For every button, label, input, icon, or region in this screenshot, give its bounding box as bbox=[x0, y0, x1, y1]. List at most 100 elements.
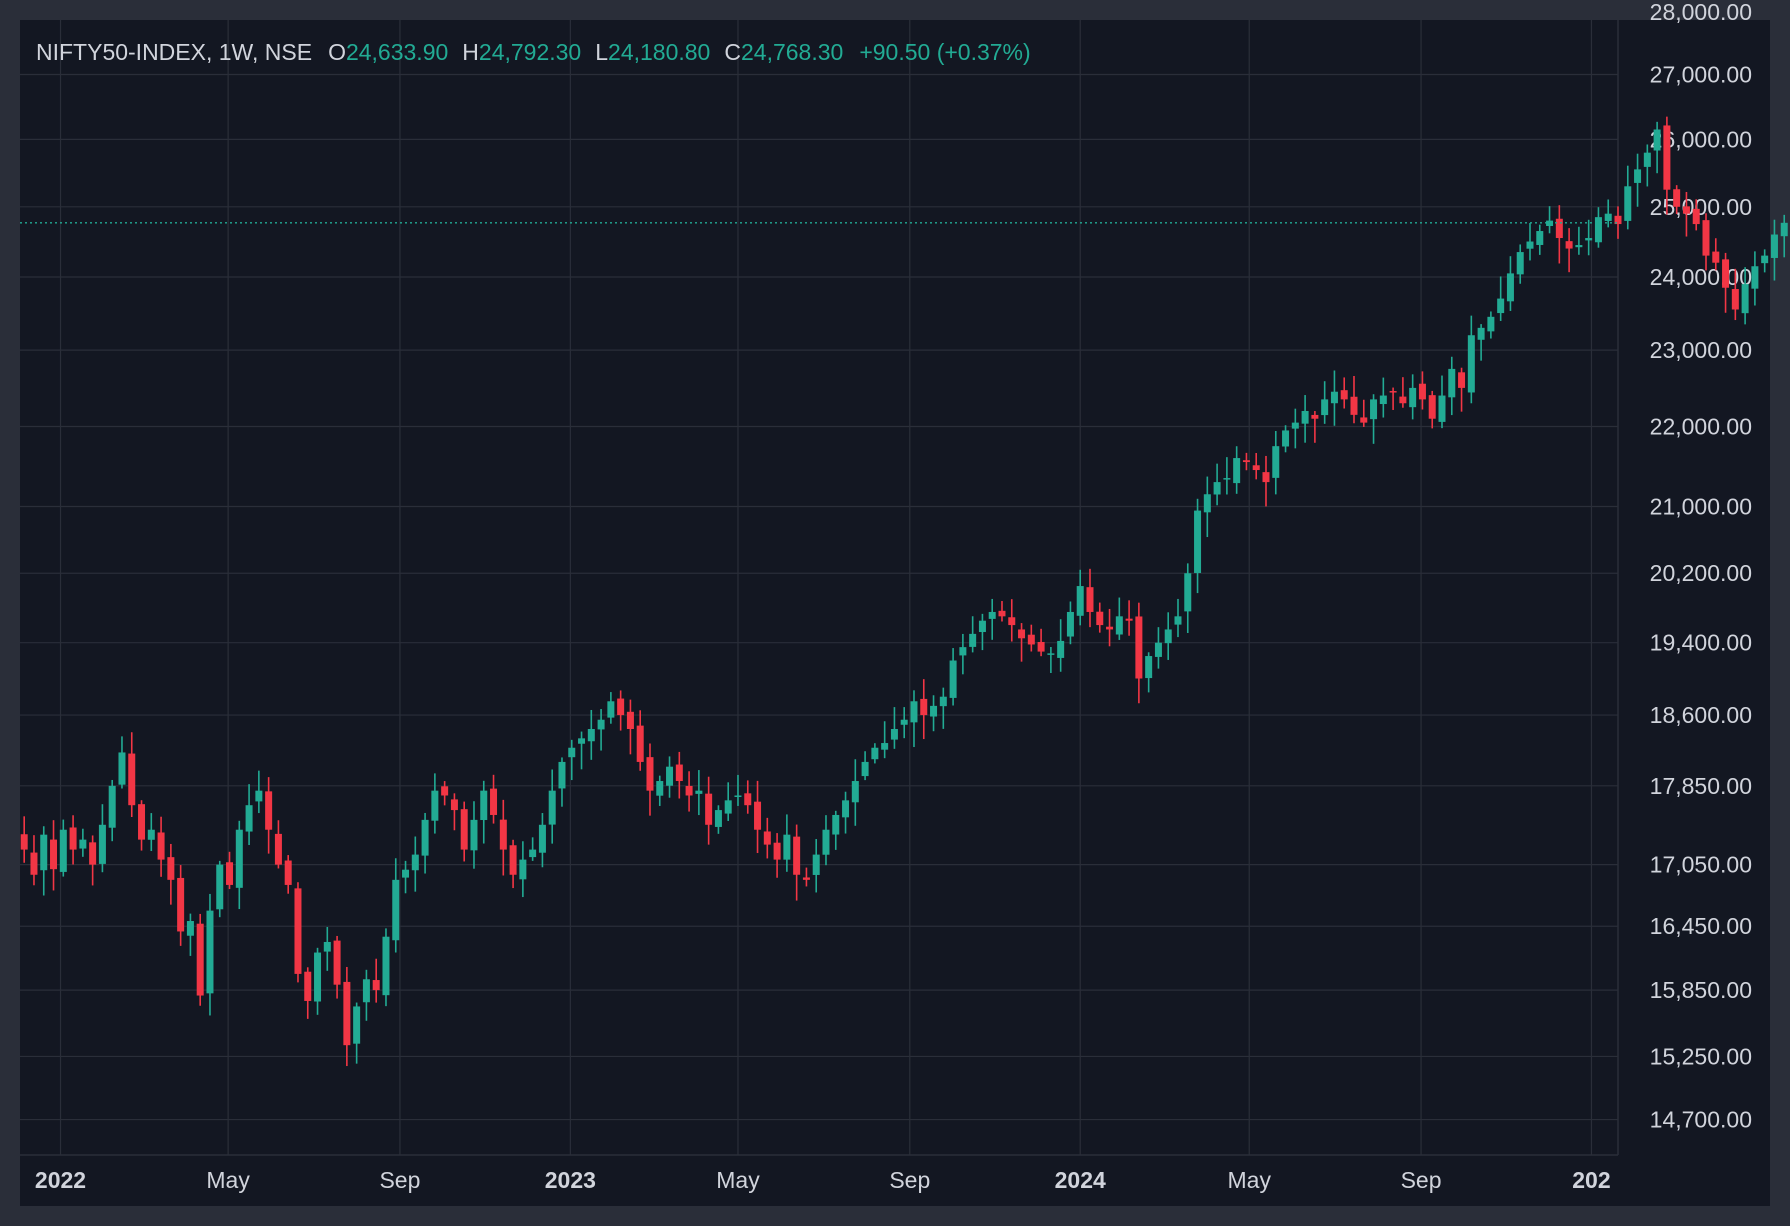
candle[interactable] bbox=[1731, 268, 1739, 321]
candle[interactable] bbox=[1252, 453, 1260, 480]
candle[interactable] bbox=[1096, 602, 1104, 633]
candle[interactable] bbox=[1546, 206, 1554, 234]
candle[interactable] bbox=[685, 771, 693, 812]
candle[interactable] bbox=[1282, 425, 1290, 453]
candle[interactable] bbox=[1037, 628, 1045, 657]
candle[interactable] bbox=[1634, 153, 1642, 207]
candle[interactable] bbox=[499, 799, 507, 876]
candle[interactable] bbox=[1223, 457, 1231, 495]
candle[interactable] bbox=[666, 756, 674, 798]
candle[interactable] bbox=[1389, 387, 1397, 410]
candle[interactable] bbox=[1653, 121, 1661, 174]
candle[interactable] bbox=[1047, 646, 1055, 674]
candle[interactable] bbox=[226, 851, 234, 890]
candle[interactable] bbox=[969, 616, 977, 653]
candle[interactable] bbox=[1233, 446, 1241, 494]
candle[interactable] bbox=[509, 839, 517, 889]
candle[interactable] bbox=[1506, 256, 1514, 311]
candle[interactable] bbox=[431, 773, 439, 834]
candle[interactable] bbox=[1203, 476, 1211, 538]
candle[interactable] bbox=[930, 695, 938, 732]
candle[interactable] bbox=[724, 782, 732, 821]
candle[interactable] bbox=[1594, 207, 1602, 248]
candle[interactable] bbox=[578, 731, 586, 770]
candle[interactable] bbox=[196, 913, 204, 1006]
candle[interactable] bbox=[959, 633, 967, 675]
candle[interactable] bbox=[1301, 395, 1309, 443]
candle[interactable] bbox=[646, 743, 654, 816]
candle[interactable] bbox=[186, 913, 194, 956]
candle[interactable] bbox=[245, 784, 253, 846]
candle[interactable] bbox=[783, 814, 791, 872]
candle[interactable] bbox=[128, 732, 136, 818]
candle[interactable] bbox=[1213, 463, 1221, 506]
candle[interactable] bbox=[656, 775, 664, 806]
candle[interactable] bbox=[1145, 652, 1153, 693]
candle[interactable] bbox=[1018, 623, 1026, 662]
candle[interactable] bbox=[705, 776, 713, 845]
candle[interactable] bbox=[871, 743, 879, 764]
candle[interactable] bbox=[392, 858, 400, 953]
candle[interactable] bbox=[802, 867, 810, 887]
candle[interactable] bbox=[773, 833, 781, 878]
candle[interactable] bbox=[1418, 371, 1426, 410]
candle[interactable] bbox=[1692, 199, 1700, 231]
candle[interactable] bbox=[1154, 627, 1162, 669]
candle[interactable] bbox=[744, 780, 752, 814]
candle[interactable] bbox=[333, 935, 341, 999]
candle[interactable] bbox=[235, 820, 243, 910]
candle[interactable] bbox=[323, 927, 331, 971]
candle[interactable] bbox=[1770, 219, 1778, 281]
candle[interactable] bbox=[1741, 267, 1749, 325]
candle[interactable] bbox=[1682, 191, 1690, 237]
candle[interactable] bbox=[79, 828, 87, 857]
candle[interactable] bbox=[1438, 375, 1446, 429]
candle[interactable] bbox=[1379, 377, 1387, 418]
candle[interactable] bbox=[587, 709, 595, 760]
candle[interactable] bbox=[1321, 381, 1329, 424]
candle[interactable] bbox=[754, 780, 762, 854]
candle[interactable] bbox=[626, 699, 634, 755]
candle[interactable] bbox=[1780, 214, 1788, 258]
candle[interactable] bbox=[1115, 597, 1123, 640]
candle[interactable] bbox=[1106, 608, 1114, 647]
candle[interactable] bbox=[89, 835, 97, 886]
candle[interactable] bbox=[362, 969, 370, 1021]
candle[interactable] bbox=[920, 679, 928, 740]
candle[interactable] bbox=[480, 780, 488, 844]
candle[interactable] bbox=[1497, 276, 1505, 321]
candle[interactable] bbox=[450, 793, 458, 831]
candle[interactable] bbox=[900, 707, 908, 739]
candle[interactable] bbox=[460, 801, 468, 862]
candle[interactable] bbox=[353, 1002, 361, 1064]
candle[interactable] bbox=[763, 817, 771, 859]
candle[interactable] bbox=[1027, 624, 1035, 652]
candle[interactable] bbox=[1076, 569, 1084, 626]
candle[interactable] bbox=[890, 707, 898, 749]
candle[interactable] bbox=[382, 928, 390, 1007]
candle[interactable] bbox=[1272, 430, 1280, 495]
candle[interactable] bbox=[1516, 244, 1524, 284]
candle[interactable] bbox=[519, 841, 527, 898]
candle[interactable] bbox=[1311, 411, 1319, 443]
candle[interactable] bbox=[822, 815, 830, 866]
candle[interactable] bbox=[167, 843, 175, 905]
candle[interactable] bbox=[411, 836, 419, 892]
candle[interactable] bbox=[265, 777, 273, 854]
candle[interactable] bbox=[470, 801, 478, 869]
candle[interactable] bbox=[998, 601, 1006, 622]
candle[interactable] bbox=[1330, 370, 1338, 426]
candle[interactable] bbox=[1467, 315, 1475, 404]
candle[interactable] bbox=[1242, 452, 1250, 471]
candle[interactable] bbox=[20, 816, 28, 863]
candle[interactable] bbox=[1458, 367, 1466, 412]
candle[interactable] bbox=[30, 835, 38, 886]
candle[interactable] bbox=[1712, 238, 1720, 271]
candle[interactable] bbox=[1057, 619, 1065, 672]
candle[interactable] bbox=[714, 805, 722, 834]
candle[interactable] bbox=[1174, 598, 1182, 638]
candle[interactable] bbox=[1125, 600, 1133, 636]
candle[interactable] bbox=[1673, 185, 1681, 214]
candle[interactable] bbox=[402, 860, 410, 894]
candle[interactable] bbox=[695, 770, 703, 816]
